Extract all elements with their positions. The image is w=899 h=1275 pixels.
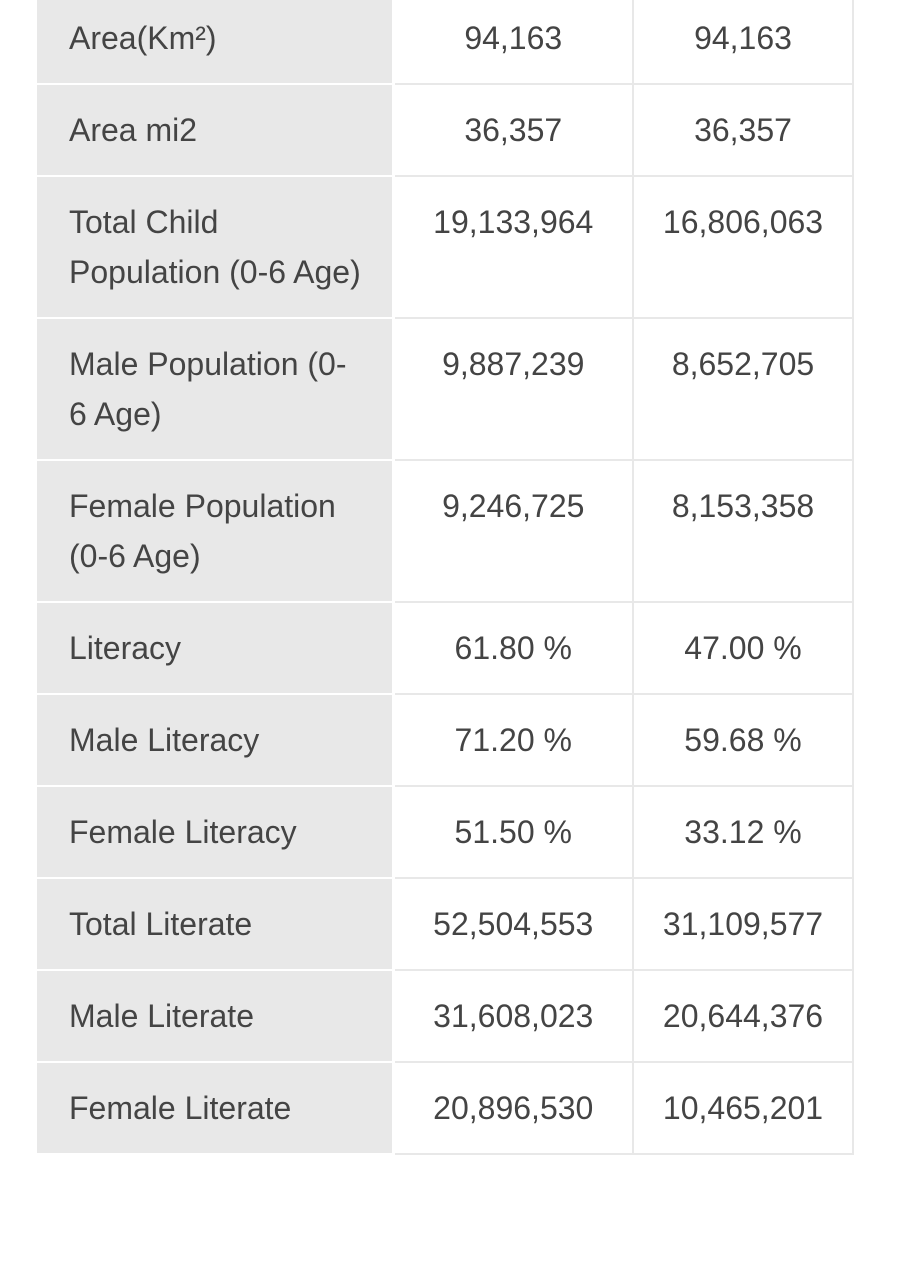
table-row: Female Literacy 51.50 % 33.12 % <box>37 785 854 879</box>
table-row: Male Population (0-6 Age) 9,887,239 8,652,… <box>37 317 854 461</box>
table-row: Total Child Population (0-6 Age) 19,133,9… <box>37 175 854 319</box>
cell-value: 94,163 <box>392 0 634 85</box>
row-label: Total Literate <box>37 877 395 971</box>
table-body: Area(Km²) 94,163 94,163 Area mi2 36,357 36,35… <box>37 0 854 1155</box>
cell-value: 94,163 <box>632 0 854 85</box>
row-label: Female Literacy <box>37 785 395 879</box>
cell-value: 47.00 % <box>632 601 854 695</box>
cell-value: 36,357 <box>392 83 634 177</box>
cell-value: 33.12 % <box>632 785 854 879</box>
cell-value: 9,246,725 <box>392 459 634 603</box>
cell-value: 20,644,376 <box>632 969 854 1063</box>
cell-value: 36,357 <box>632 83 854 177</box>
row-label: Female Literate <box>37 1061 395 1155</box>
table-row: Female Population (0-6 Age) 9,246,725 8,15… <box>37 459 854 603</box>
cell-value: 31,608,023 <box>392 969 634 1063</box>
row-label: Total Child Population (0-6 Age) <box>37 175 395 319</box>
cell-value: 61.80 % <box>392 601 634 695</box>
table-row: Literacy 61.80 % 47.00 % <box>37 601 854 695</box>
cell-value: 8,652,705 <box>632 317 854 461</box>
table-row: Area mi2 36,357 36,357 <box>37 83 854 177</box>
table-row: Male Literacy 71.20 % 59.68 % <box>37 693 854 787</box>
row-label: Area(Km²) <box>37 0 395 85</box>
table-row: Total Literate 52,504,553 31,109,577 <box>37 877 854 971</box>
cell-value: 8,153,358 <box>632 459 854 603</box>
cell-value: 71.20 % <box>392 693 634 787</box>
table-row: Male Literate 31,608,023 20,644,376 <box>37 969 854 1063</box>
data-table: Area(Km²) 94,163 94,163 Area mi2 36,357 36,35… <box>37 0 854 1155</box>
row-label: Area mi2 <box>37 83 395 177</box>
cell-value: 16,806,063 <box>632 175 854 319</box>
cell-value: 52,504,553 <box>392 877 634 971</box>
table-row: Area(Km²) 94,163 94,163 <box>37 0 854 85</box>
cell-value: 31,109,577 <box>632 877 854 971</box>
table-row: Female Literate 20,896,530 10,465,201 <box>37 1061 854 1155</box>
row-label: Female Population (0-6 Age) <box>37 459 395 603</box>
cell-value: 20,896,530 <box>392 1061 634 1155</box>
cell-value: 51.50 % <box>392 785 634 879</box>
cell-value: 10,465,201 <box>632 1061 854 1155</box>
cell-value: 19,133,964 <box>392 175 634 319</box>
cell-value: 59.68 % <box>632 693 854 787</box>
cell-value: 9,887,239 <box>392 317 634 461</box>
row-label: Male Literate <box>37 969 395 1063</box>
row-label: Literacy <box>37 601 395 695</box>
row-label: Male Literacy <box>37 693 395 787</box>
row-label: Male Population (0-6 Age) <box>37 317 395 461</box>
